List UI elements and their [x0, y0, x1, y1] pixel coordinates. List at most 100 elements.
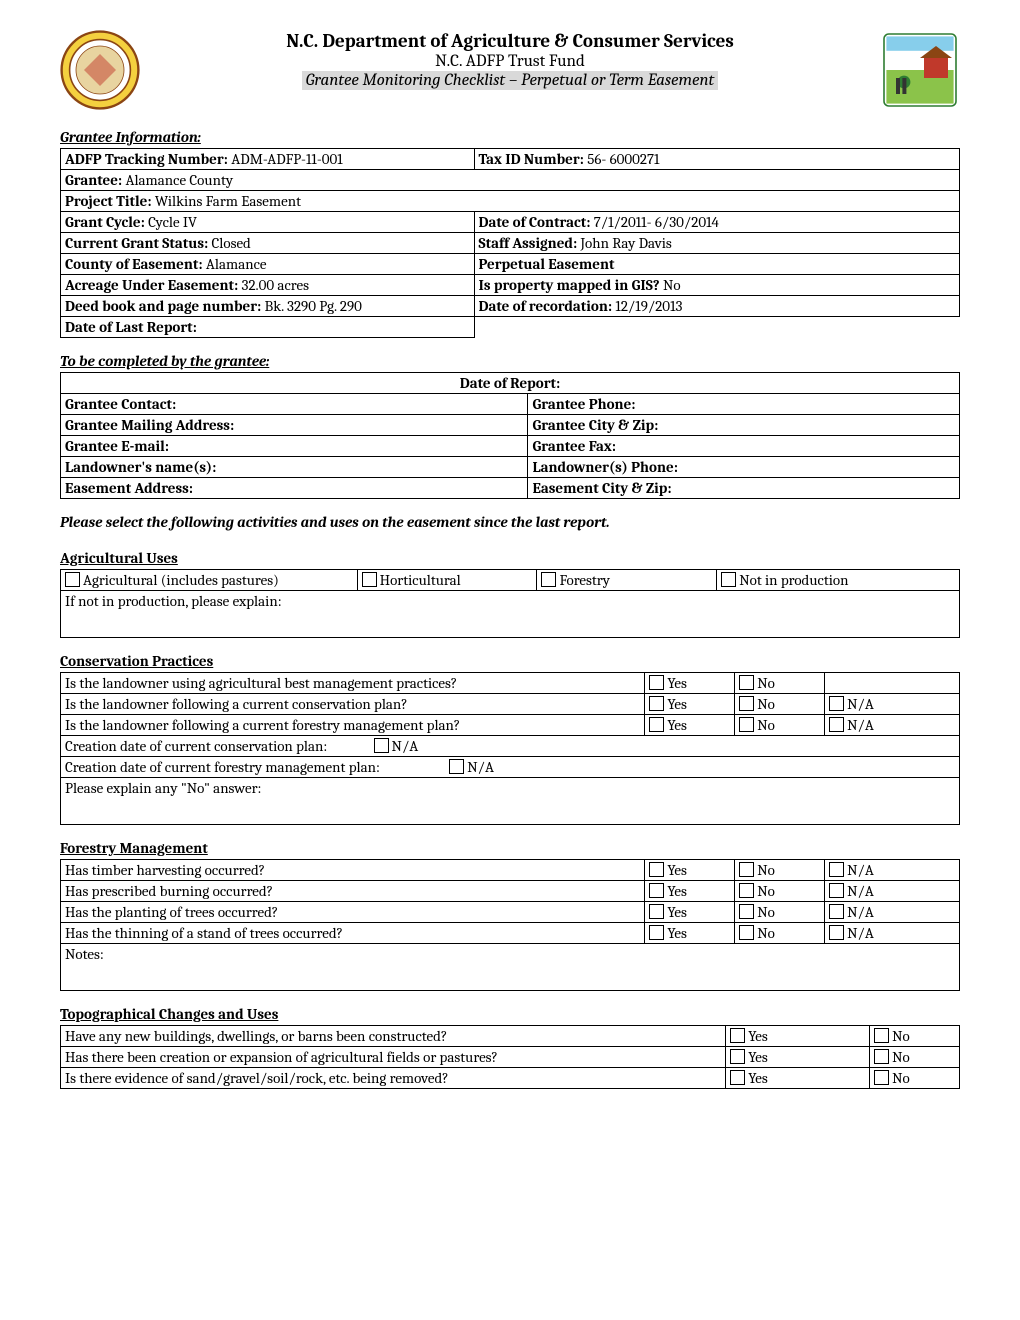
department-title: N.C. Department of Agriculture & Consume…: [140, 30, 880, 52]
acreage-value: 32.00 acres: [242, 276, 309, 294]
agri-checkbox[interactable]: [65, 572, 80, 587]
project-value: Wilkins Farm Easement: [155, 192, 301, 210]
cons-q2-yes[interactable]: [649, 696, 664, 711]
topo-q3-no[interactable]: [874, 1070, 889, 1085]
grantee-form-title: To be completed by the grantee:: [60, 352, 960, 370]
for-q1-no[interactable]: [739, 862, 754, 877]
status-label: Current Grant Status:: [65, 234, 208, 252]
landowner-phone-label: Landowner(s) Phone:: [532, 458, 678, 476]
activities-instruction: Please select the following activities a…: [60, 513, 960, 531]
date-report-label: Date of Report:: [460, 374, 560, 392]
cycle-label: Grant Cycle:: [65, 213, 145, 231]
adfp-logo-icon: [880, 30, 960, 110]
topo-q2: Has there been creation or expansion of …: [65, 1048, 498, 1066]
grantee-info-table: ADFP Tracking Number: ADM-ADFP-11-001 Ta…: [60, 148, 960, 338]
for-q3: Has the planting of trees occurred?: [65, 903, 278, 921]
contract-label: Date of Contract:: [479, 213, 591, 231]
staff-label: Staff Assigned:: [479, 234, 578, 252]
for-q4-yes[interactable]: [649, 925, 664, 940]
forestry-table: Has timber harvesting occurred? Yes No N…: [60, 859, 960, 991]
cons-title: Conservation Practices: [60, 652, 960, 670]
for-q1: Has timber harvesting occurred?: [65, 861, 265, 879]
status-value: Closed: [212, 234, 251, 252]
taxid-label: Tax ID Number:: [479, 150, 584, 168]
checklist-subtitle: Grantee Monitoring Checklist – Perpetual…: [302, 71, 719, 90]
agri-explain: If not in production, please explain:: [65, 592, 282, 610]
mailing-label: Grantee Mailing Address:: [65, 416, 234, 434]
cons-q3-yes[interactable]: [649, 717, 664, 732]
fax-label: Grantee Fax:: [532, 437, 616, 455]
deed-value: Bk. 3290 Pg. 290: [265, 297, 362, 315]
for-q3-yes[interactable]: [649, 904, 664, 919]
cons-q3-no[interactable]: [739, 717, 754, 732]
for-q1-na[interactable]: [829, 862, 844, 877]
recordation-label: Date of recordation:: [479, 297, 613, 315]
state-seal-icon: [60, 30, 140, 110]
cons-q2-na[interactable]: [829, 696, 844, 711]
perpetual-label: Perpetual Easement: [479, 255, 615, 273]
contact-label: Grantee Contact:: [65, 395, 176, 413]
acreage-label: Acreage Under Easement:: [65, 276, 238, 294]
for-q1-yes[interactable]: [649, 862, 664, 877]
agri-opt1: Agricultural (includes pastures): [83, 571, 279, 589]
agri-opt3: Forestry: [559, 571, 610, 589]
for-q2: Has prescribed burning occurred?: [65, 882, 273, 900]
topo-q1-no[interactable]: [874, 1028, 889, 1043]
cons-q4-na[interactable]: [374, 738, 389, 753]
for-q2-no[interactable]: [739, 883, 754, 898]
cons-q5-na[interactable]: [449, 759, 464, 774]
grantee-info-title: Grantee Information:: [60, 128, 960, 146]
topo-table: Have any new buildings, dwellings, or ba…: [60, 1025, 960, 1089]
tracking-value: ADM-ADFP-11-001: [231, 150, 343, 168]
agri-title: Agricultural Uses: [60, 549, 960, 567]
forestry-checkbox[interactable]: [541, 572, 556, 587]
topo-q1-yes[interactable]: [730, 1028, 745, 1043]
topo-title: Topographical Changes and Uses: [60, 1005, 960, 1023]
taxid-value: 56- 6000271: [587, 150, 659, 168]
page-header: N.C. Department of Agriculture & Consume…: [60, 30, 960, 110]
topo-q1: Have any new buildings, dwellings, or ba…: [65, 1027, 447, 1045]
cons-q3: Is the landowner following a current for…: [65, 716, 460, 734]
gis-label: Is property mapped in GIS?: [479, 276, 660, 294]
phone-label: Grantee Phone:: [532, 395, 635, 413]
cons-q3-na[interactable]: [829, 717, 844, 732]
for-q4: Has the thinning of a stand of trees occ…: [65, 924, 343, 942]
for-q4-no[interactable]: [739, 925, 754, 940]
cons-q2-no[interactable]: [739, 696, 754, 711]
cycle-value: Cycle IV: [148, 213, 197, 231]
fund-title: N.C. ADFP Trust Fund: [140, 52, 880, 71]
cons-table: Is the landowner using agricultural best…: [60, 672, 960, 825]
agri-opt2: Horticultural: [380, 571, 461, 589]
for-q3-no[interactable]: [739, 904, 754, 919]
cityzip-label: Grantee City & Zip:: [532, 416, 658, 434]
topo-q2-yes[interactable]: [730, 1049, 745, 1064]
lastreport-label: Date of Last Report:: [65, 318, 197, 336]
for-notes: Notes:: [65, 945, 104, 963]
recordation-value: 12/19/2013: [615, 297, 682, 315]
grantee-value: Alamance County: [125, 171, 233, 189]
deed-label: Deed book and page number:: [65, 297, 261, 315]
contract-value: 7/1/2011- 6/30/2014: [594, 213, 719, 231]
for-q4-na[interactable]: [829, 925, 844, 940]
agri-opt4: Not in production: [739, 571, 848, 589]
notprod-checkbox[interactable]: [721, 572, 736, 587]
email-label: Grantee E-mail:: [65, 437, 169, 455]
cons-q2: Is the landowner following a current con…: [65, 695, 408, 713]
project-label: Project Title:: [65, 192, 152, 210]
hort-checkbox[interactable]: [362, 572, 377, 587]
easement-addr-label: Easement Address:: [65, 479, 193, 497]
cons-q1-yes[interactable]: [649, 675, 664, 690]
for-q3-na[interactable]: [829, 904, 844, 919]
cons-q1: Is the landowner using agricultural best…: [65, 674, 457, 692]
for-q2-yes[interactable]: [649, 883, 664, 898]
forestry-title: Forestry Management: [60, 839, 960, 857]
cons-explain: Please explain any "No" answer:: [65, 779, 262, 797]
county-label: County of Easement:: [65, 255, 203, 273]
gis-value: No: [663, 276, 681, 294]
topo-q2-no[interactable]: [874, 1049, 889, 1064]
topo-q3-yes[interactable]: [730, 1070, 745, 1085]
grantee-label: Grantee:: [65, 171, 122, 189]
topo-q3: Is there evidence of sand/gravel/soil/ro…: [65, 1069, 449, 1087]
cons-q1-no[interactable]: [739, 675, 754, 690]
for-q2-na[interactable]: [829, 883, 844, 898]
